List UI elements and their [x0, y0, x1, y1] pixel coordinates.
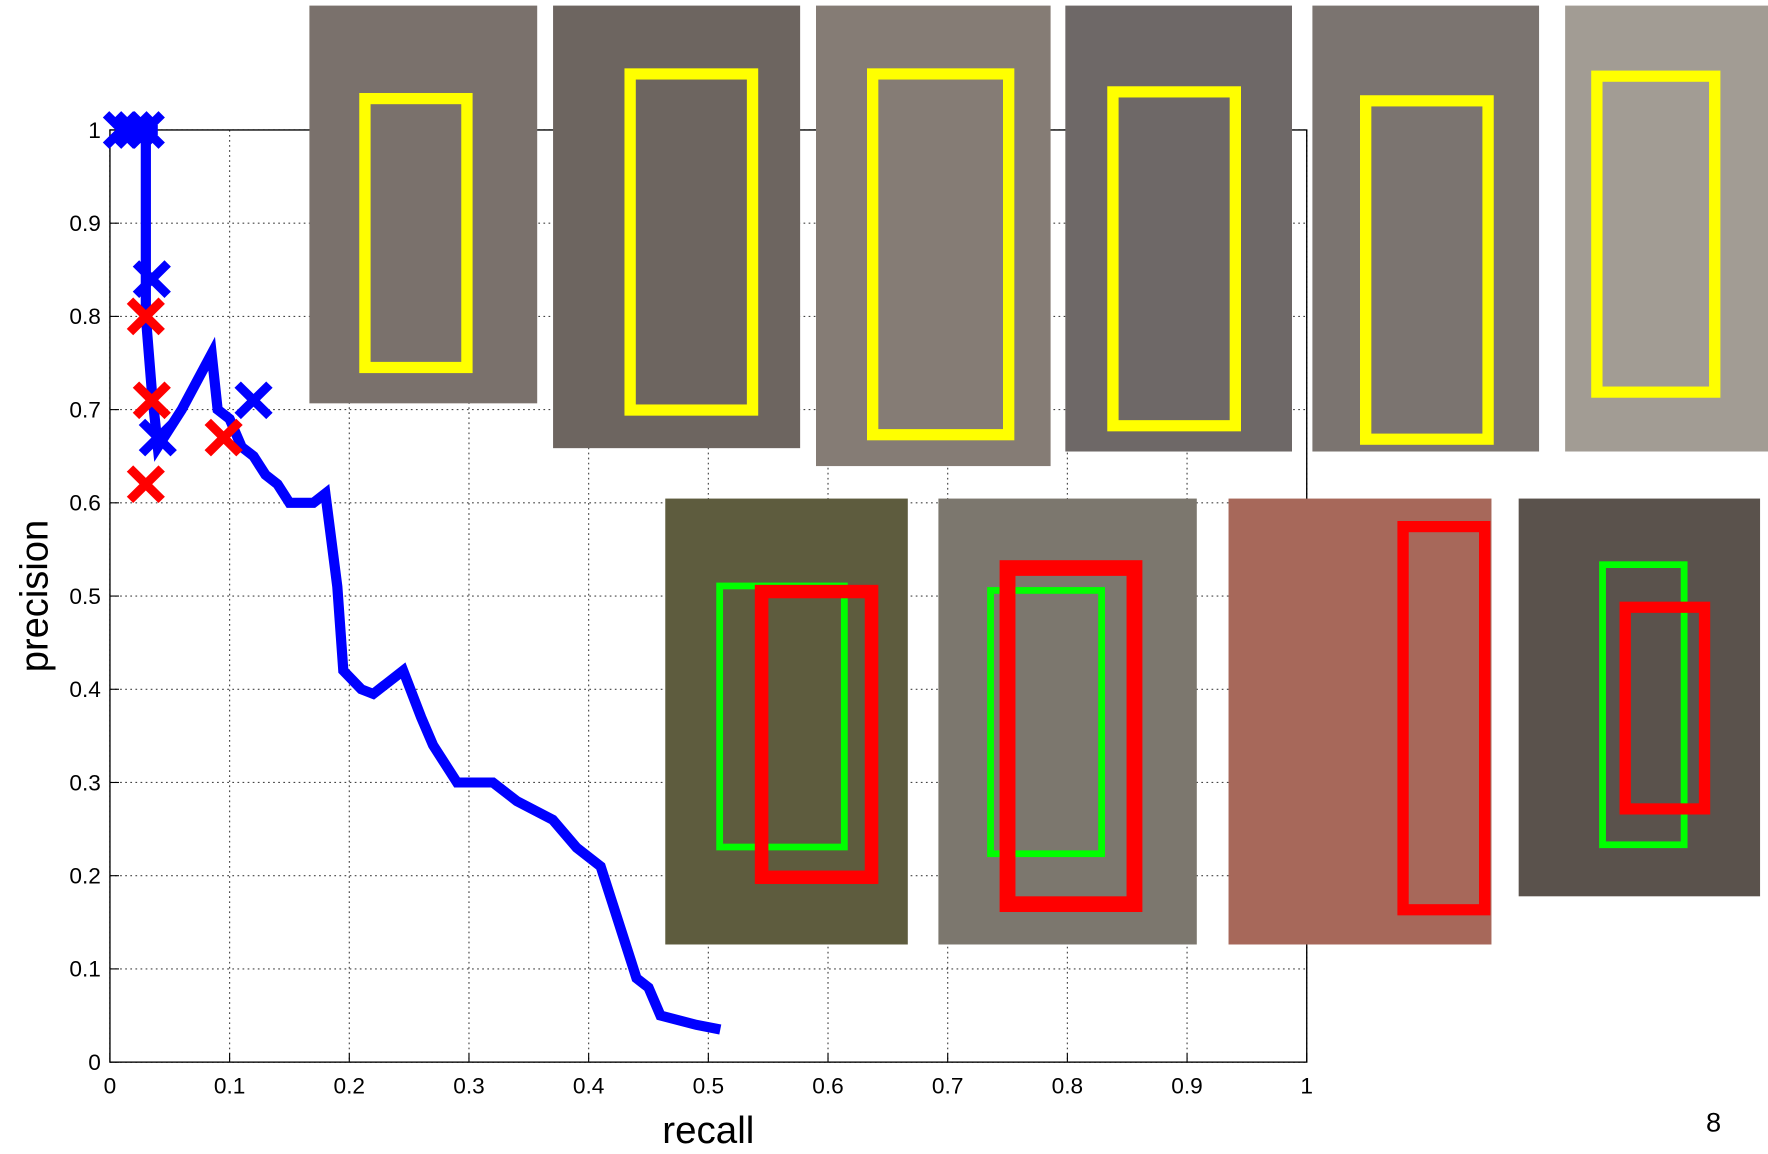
x-tick-label: 0.4: [573, 1074, 604, 1099]
y-tick-label: 0.6: [69, 491, 100, 516]
y-tick-label: 0.4: [69, 677, 100, 702]
y-tick-label: 0.3: [69, 770, 100, 795]
y-tick-label: 0.5: [69, 584, 100, 609]
x-tick-label: 0: [104, 1074, 117, 1099]
x-tick-label: 1: [1300, 1074, 1313, 1099]
x-axis-label: recall: [662, 1109, 754, 1152]
x-tick-label: 0.2: [334, 1074, 365, 1099]
y-tick-label: 0.9: [69, 211, 100, 236]
photo: [1519, 499, 1760, 897]
y-tick-label: 0.2: [69, 864, 100, 889]
photo: [665, 499, 908, 945]
photo: [1065, 6, 1292, 452]
x-tick-label: 0.6: [812, 1074, 843, 1099]
photo: [1229, 499, 1492, 945]
photo: [553, 6, 800, 449]
photo: [816, 6, 1051, 466]
x-marker: [136, 263, 168, 294]
x-tick-label: 0.9: [1171, 1074, 1202, 1099]
page-number: 8: [1706, 1108, 1721, 1138]
photo: [938, 499, 1196, 945]
x-tick-label: 0.8: [1052, 1074, 1083, 1099]
y-tick-label: 0.7: [69, 398, 100, 423]
y-axis-label: precision: [13, 520, 56, 672]
photo: [1312, 6, 1539, 452]
x-marker: [238, 385, 270, 416]
x-tick-label: 0.1: [214, 1074, 245, 1099]
y-tick-label: 0: [88, 1050, 101, 1075]
x-tick-label: 0.3: [453, 1074, 484, 1099]
y-tick-label: 0.8: [69, 304, 100, 329]
x-tick-label: 0.7: [932, 1074, 963, 1099]
x-tick-label: 0.5: [693, 1074, 724, 1099]
x-marker: [130, 469, 162, 500]
y-tick-label: 0.1: [69, 957, 100, 982]
y-tick-label: 1: [88, 118, 101, 143]
photo: [309, 6, 537, 404]
photo: [1565, 6, 1768, 452]
slide: 0 0.1 0.2 0.3 0.4 0.5 0.6 0.7 0.8 0.9 1 0 0.1 0.2 0.3 0…: [0, 0, 1768, 1154]
